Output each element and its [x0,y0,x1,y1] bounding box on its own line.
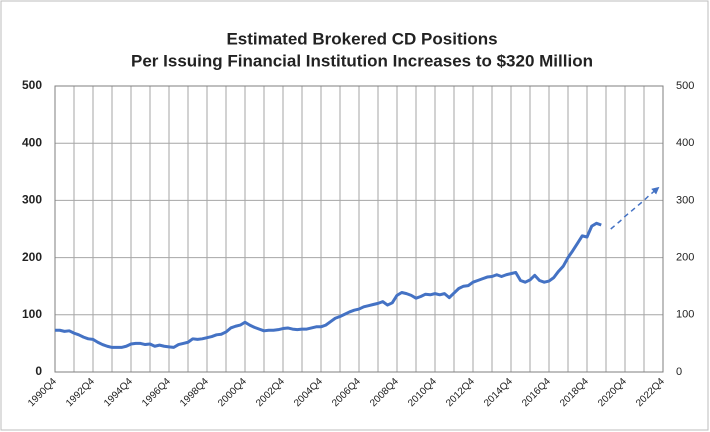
y-tick-label: 200 [22,250,42,264]
chart-title: Per Issuing Financial Institution Increa… [131,51,593,70]
plot-border [54,85,664,373]
y2-tick-label: 0 [676,366,682,378]
y-tick-label: 500 [22,78,42,92]
series-line [55,221,602,349]
chart-title: Estimated Brokered CD Positions [226,29,497,48]
y2-tick-label: 400 [676,137,694,149]
y-tick-label: 0 [35,364,42,378]
y2-tick-label: 300 [676,194,694,206]
y2-tick-label: 100 [676,309,694,321]
y-tick-label: 400 [22,135,42,149]
y2-tick-label: 200 [676,252,694,264]
y-tick-label: 100 [22,307,42,321]
y2-tick-label: 500 [676,80,694,92]
y-tick-label: 300 [22,193,42,207]
series-line [610,186,660,230]
